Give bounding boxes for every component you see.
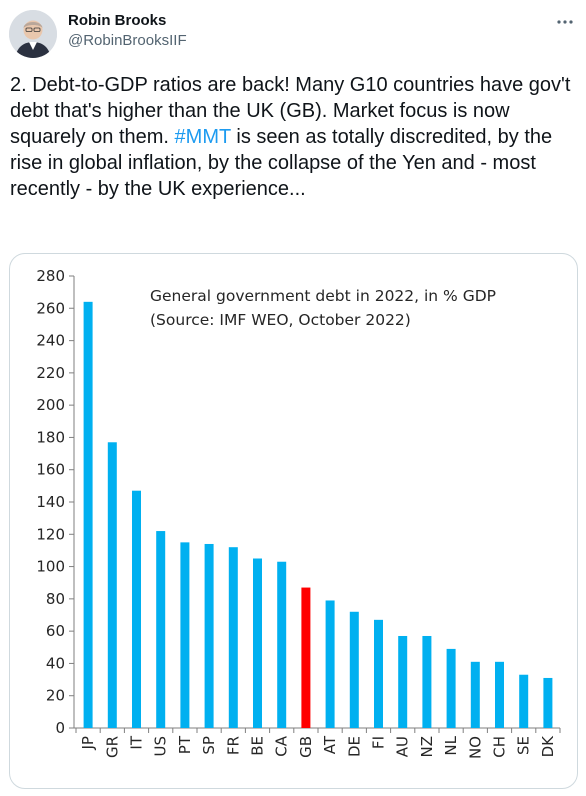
bar-it [132, 490, 141, 728]
tweet-header: Robin Brooks @RobinBrooksIIF [0, 0, 586, 66]
bar-nl [446, 648, 456, 728]
bar-dk [543, 677, 553, 728]
x-tick-label: SE [515, 736, 533, 755]
bar-jp [83, 301, 93, 728]
x-tick-label: GR [103, 736, 121, 758]
y-tick-label: 80 [46, 590, 65, 608]
hashtag-link[interactable]: #MMT [174, 126, 231, 148]
y-tick-label: 280 [36, 267, 65, 285]
bar-ca [277, 561, 287, 728]
x-tick-label: NO [466, 736, 484, 759]
more-horizontal-icon[interactable] [553, 10, 577, 34]
bar-gb [301, 587, 311, 728]
x-tick-label: AU [394, 736, 412, 757]
x-tick-label: FI [370, 736, 388, 749]
x-tick-label: DK [539, 735, 557, 758]
tweet-text: 2. Debt-to-GDP ratios are back! Many G10… [10, 72, 578, 202]
x-tick-label: JP [79, 736, 97, 750]
x-tick-label: NL [442, 735, 460, 755]
bar-ch [495, 661, 504, 728]
x-tick-label: NZ [418, 736, 436, 758]
author-handle[interactable]: @RobinBrooksIIF [68, 32, 187, 49]
bar-be [253, 558, 262, 728]
bar-sp [204, 543, 214, 728]
author-name[interactable]: Robin Brooks [68, 12, 167, 29]
x-tick-label: AT [321, 735, 339, 754]
y-tick-label: 180 [36, 428, 65, 446]
y-tick-label: 160 [36, 461, 65, 479]
bar-au [398, 635, 408, 728]
chart-image[interactable]: 0 20 40 60 80 100 120 140 160 180 200 220 240 260 280 J… [9, 253, 578, 789]
y-tick-label: 120 [36, 525, 65, 543]
x-tick-label: DE [345, 736, 363, 757]
bar-at [325, 600, 335, 728]
chart-title: General government debt in 2022, in % GD… [150, 287, 497, 305]
y-tick-label: 140 [36, 493, 65, 511]
chart-title-block: General government debt in 2022, in % GD… [150, 284, 496, 332]
x-tick-label: BE [249, 736, 267, 756]
y-tick-label: 0 [55, 719, 65, 737]
bar-chart: 0 20 40 60 80 100 120 140 160 180 200 220 240 260 280 J… [36, 267, 561, 759]
x-tick-label: FR [224, 736, 242, 755]
bar-de [349, 611, 359, 728]
y-tick-label: 100 [36, 558, 65, 576]
y-tick-label: 20 [46, 687, 65, 705]
chart-subtitle: (Source: IMF WEO, October 2022) [150, 311, 411, 329]
bar-pt [180, 542, 190, 728]
x-tick-label: CA [273, 735, 291, 756]
x-tick-label: SP [200, 736, 218, 755]
y-tick-label: 260 [36, 299, 65, 317]
bar-fr [228, 547, 238, 728]
x-tick-label: IT [128, 735, 146, 749]
bar-fi [374, 619, 383, 728]
tweet-text-part: is seen as totally discredited, by the r… [10, 126, 553, 200]
bar-se [519, 674, 529, 728]
x-tick-label: GB [297, 736, 315, 758]
y-tick-label: 220 [36, 364, 65, 382]
x-tick-label: PT [176, 735, 194, 754]
bar-gr [107, 442, 117, 728]
x-tick-label: US [152, 736, 170, 757]
y-tick-label: 60 [46, 622, 65, 640]
x-tick-label: CH [491, 736, 509, 758]
y-tick-label: 240 [36, 332, 65, 350]
bar-us [156, 531, 166, 728]
y-tick-label: 200 [36, 396, 65, 414]
avatar[interactable] [9, 10, 57, 58]
bar-nz [422, 635, 432, 728]
y-tick-label: 40 [46, 654, 65, 672]
tweet-text-part: 2. Debt-to-GDP ratios are back! Many G10… [10, 74, 571, 148]
bar-no [470, 661, 480, 728]
